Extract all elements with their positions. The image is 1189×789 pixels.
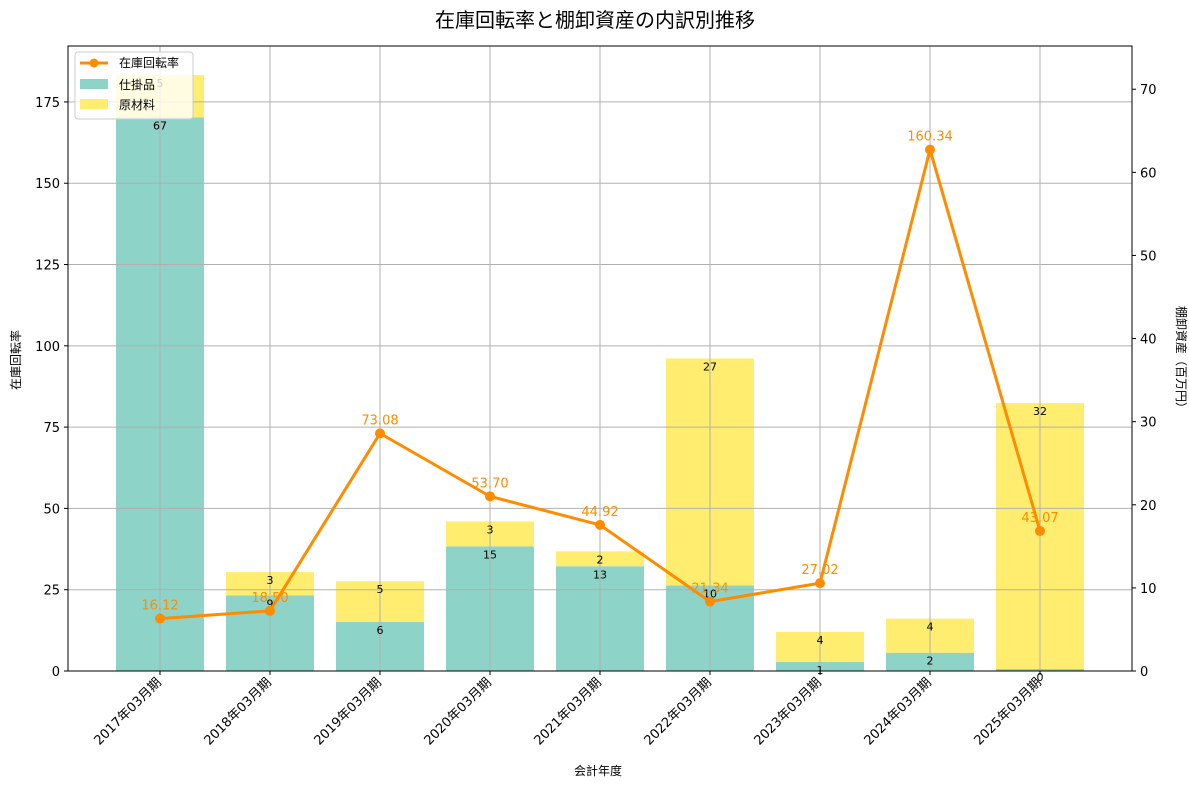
- right-y-axis: 0 10 20 30 40 50 60 70: [1132, 83, 1157, 680]
- left-y-axis: 0 25 50 75 100 125 150 175: [35, 96, 68, 680]
- bar-value-label: 32: [1033, 405, 1047, 418]
- right-tick-label: 0: [1140, 665, 1148, 680]
- bar-value-label: 2: [927, 655, 934, 668]
- turnover-value-label: 21.34: [691, 582, 728, 597]
- turnover-line: [155, 144, 1045, 624]
- turnover-value-label: 53.70: [471, 476, 508, 491]
- x-tick-label: 2022年03月期: [642, 675, 715, 748]
- right-y-axis-label: 棚卸資産（百万円）: [1174, 306, 1189, 414]
- left-tick-label: 25: [43, 584, 60, 599]
- bar-value-label: 1: [817, 664, 824, 677]
- left-y-axis-label: 在庫回転率: [8, 330, 23, 390]
- left-tick-label: 75: [43, 421, 60, 436]
- right-tick-label: 70: [1140, 83, 1157, 98]
- x-tick-label: 2020年03月期: [422, 675, 495, 748]
- bar-value-label: 67: [153, 119, 167, 132]
- bar-value-label: 9: [267, 597, 274, 610]
- turnover-point: [1035, 525, 1045, 536]
- x-tick-label: 2021年03月期: [532, 675, 605, 748]
- turnover-point: [925, 144, 935, 155]
- left-tick-label: 0: [52, 665, 60, 680]
- legend-item-turnover: 在庫回転率: [80, 55, 179, 70]
- right-tick-label: 30: [1140, 416, 1157, 431]
- right-tick-label: 40: [1140, 333, 1157, 348]
- swatch-icon: [80, 79, 108, 89]
- bar-value-label: 15: [483, 548, 497, 561]
- bar-value-label: 5: [377, 583, 384, 596]
- bar-value-labels: 675936515313210271424032: [153, 77, 1047, 684]
- bar-value-label: 3: [487, 523, 494, 536]
- x-axis-label: 会計年度: [574, 763, 622, 778]
- legend: 在庫回転率 仕掛品 原材料: [74, 51, 194, 120]
- turnover-point: [485, 491, 495, 502]
- left-tick-label: 150: [35, 177, 60, 192]
- bar-value-label: 4: [817, 634, 824, 647]
- bar-value-label: 13: [593, 568, 607, 581]
- bar-value-label: 2: [597, 553, 604, 566]
- legend-label: 仕掛品: [119, 77, 155, 92]
- bar-value-label: 4: [927, 621, 934, 634]
- turnover-point: [705, 596, 715, 607]
- turnover-value-label: 44.92: [581, 505, 618, 520]
- bar-value-label: 0: [1037, 671, 1044, 684]
- line-marker-dot-icon: [89, 58, 99, 68]
- x-tick-label: 2018年03月期: [202, 675, 275, 748]
- x-tick-label: 2017年03月期: [92, 675, 165, 748]
- swatch-icon: [80, 99, 108, 109]
- turnover-value-label: 73.08: [361, 413, 398, 428]
- turnover-point: [375, 428, 385, 439]
- chart-title: 在庫回転率と棚卸資産の内訳別推移: [435, 8, 755, 32]
- x-tick-label: 2019年03月期: [312, 675, 385, 748]
- gridlines: [68, 46, 1132, 671]
- turnover-point: [815, 578, 825, 589]
- turnover-value-label: 16.12: [141, 599, 178, 614]
- x-tick-label: 2025年03月期: [972, 675, 1045, 748]
- right-tick-label: 10: [1140, 582, 1157, 597]
- turnover-value-label: 18.50: [251, 591, 288, 606]
- left-tick-label: 175: [35, 96, 60, 111]
- turnover-point: [265, 605, 275, 616]
- left-tick-label: 100: [35, 340, 60, 355]
- turnover-value-label: 27.02: [801, 563, 838, 578]
- legend-item-raw-materials: 原材料: [80, 98, 155, 112]
- turnover-value-label: 43.07: [1021, 511, 1058, 526]
- bar-value-label: 27: [703, 361, 717, 374]
- legend-label: 在庫回転率: [119, 55, 179, 70]
- x-tick-label: 2023年03月期: [752, 675, 825, 748]
- right-tick-label: 20: [1140, 499, 1157, 514]
- legend-item-wip: 仕掛品: [80, 77, 155, 92]
- legend-label: 原材料: [119, 98, 155, 112]
- turnover-value-label: 160.34: [907, 130, 953, 145]
- x-axis: 2017年03月期 2018年03月期 2019年03月期 2020年03月期 2021…: [92, 671, 1045, 749]
- bar-value-label: 3: [267, 574, 274, 587]
- right-tick-label: 50: [1140, 249, 1157, 264]
- right-tick-label: 60: [1140, 166, 1157, 181]
- left-tick-label: 50: [43, 502, 60, 517]
- bar-value-label: 10: [703, 587, 717, 600]
- turnover-point: [595, 519, 605, 530]
- x-tick-label: 2024年03月期: [862, 675, 935, 748]
- left-tick-label: 125: [35, 259, 60, 274]
- turnover-value-labels: 16.12 18.50 73.08 53.70 44.92 21.34 27.02 160.3…: [141, 130, 1058, 614]
- turnover-point: [155, 613, 165, 624]
- bar-value-label: 6: [377, 624, 384, 637]
